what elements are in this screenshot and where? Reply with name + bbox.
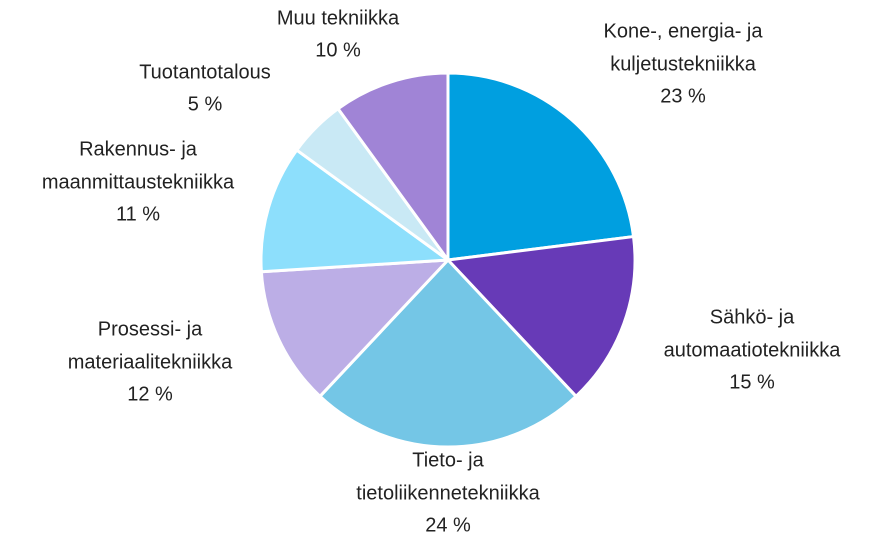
pie-slice xyxy=(446,71,636,262)
value-label: 15 % xyxy=(729,371,775,393)
slice-label: Tieto- ja xyxy=(412,449,484,471)
slice-label: tietoliikennetekniikka xyxy=(356,482,540,504)
slice-label: Prosessi- ja xyxy=(98,318,203,340)
pie-slice xyxy=(446,235,637,398)
slice-label: Tuotantotalous xyxy=(139,61,271,83)
pie-slice xyxy=(259,258,450,398)
value-label: 10 % xyxy=(315,39,361,61)
slice-label: kuljetustekniikka xyxy=(610,53,757,75)
pie-slice xyxy=(336,71,450,262)
pie-slice xyxy=(318,258,578,449)
slice-label: materiaalitekniikka xyxy=(68,351,233,373)
pie-slice xyxy=(259,148,450,274)
slice-label: automaatiotekniikka xyxy=(664,339,842,361)
slice-label: Sähkö- ja xyxy=(710,306,795,328)
slice-label: Rakennus- ja xyxy=(79,138,198,160)
value-label: 12 % xyxy=(127,383,173,405)
slice-label: Muu tekniikka xyxy=(277,7,400,29)
value-label: 24 % xyxy=(425,514,471,536)
value-label: 23 % xyxy=(660,85,706,107)
value-label: 11 % xyxy=(116,203,160,225)
slice-label: Kone-, energia- ja xyxy=(604,20,764,42)
value-label: 5 % xyxy=(188,93,223,115)
slice-label: maanmittaustekniikka xyxy=(42,171,235,193)
